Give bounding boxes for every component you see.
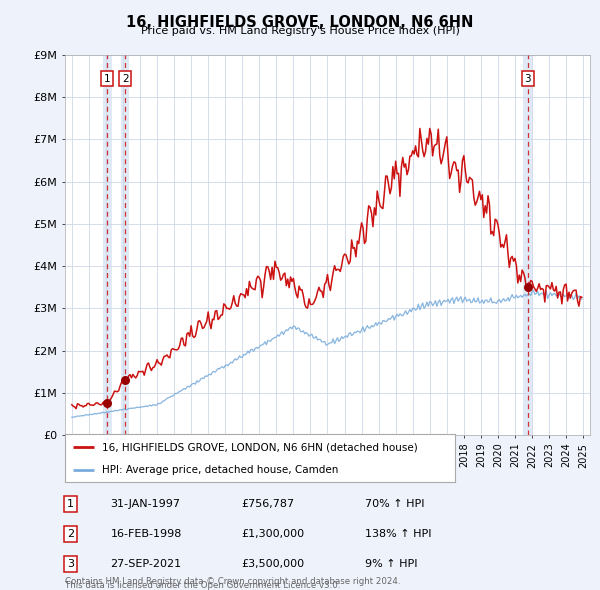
Text: 9% ↑ HPI: 9% ↑ HPI <box>365 559 417 569</box>
Text: This data is licensed under the Open Government Licence v3.0.: This data is licensed under the Open Gov… <box>65 581 340 590</box>
Text: £756,787: £756,787 <box>242 499 295 509</box>
Text: 1: 1 <box>104 74 110 84</box>
Text: HPI: Average price, detached house, Camden: HPI: Average price, detached house, Camd… <box>102 465 338 475</box>
Text: 16, HIGHFIELDS GROVE, LONDON, N6 6HN (detached house): 16, HIGHFIELDS GROVE, LONDON, N6 6HN (de… <box>102 442 418 453</box>
Text: 16, HIGHFIELDS GROVE, LONDON, N6 6HN: 16, HIGHFIELDS GROVE, LONDON, N6 6HN <box>127 15 473 30</box>
Text: Contains HM Land Registry data © Crown copyright and database right 2024.: Contains HM Land Registry data © Crown c… <box>65 577 401 586</box>
Text: 138% ↑ HPI: 138% ↑ HPI <box>365 529 431 539</box>
Bar <box>523 55 532 435</box>
Bar <box>103 55 112 435</box>
Text: 31-JAN-1997: 31-JAN-1997 <box>110 499 181 509</box>
Text: 70% ↑ HPI: 70% ↑ HPI <box>365 499 424 509</box>
Text: 27-SEP-2021: 27-SEP-2021 <box>110 559 182 569</box>
Text: £1,300,000: £1,300,000 <box>242 529 305 539</box>
Text: £3,500,000: £3,500,000 <box>242 559 305 569</box>
Bar <box>121 55 130 435</box>
Text: 2: 2 <box>67 529 74 539</box>
Text: 2: 2 <box>122 74 128 84</box>
Text: Price paid vs. HM Land Registry's House Price Index (HPI): Price paid vs. HM Land Registry's House … <box>140 26 460 36</box>
Text: 16-FEB-1998: 16-FEB-1998 <box>110 529 182 539</box>
Text: 1: 1 <box>67 499 74 509</box>
Text: 3: 3 <box>524 74 531 84</box>
Text: 3: 3 <box>67 559 74 569</box>
